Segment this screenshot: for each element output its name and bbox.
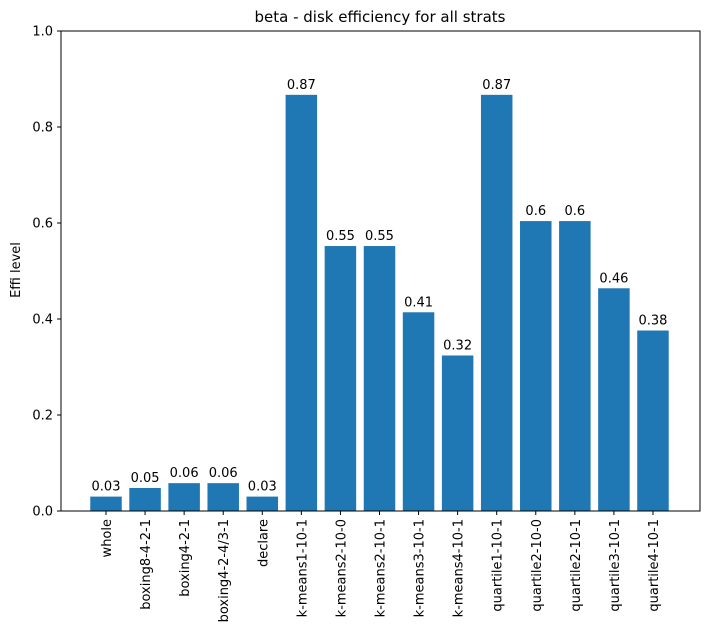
bar	[363, 246, 396, 512]
x-tick-label: quartile2-10-1	[569, 519, 584, 612]
x-tick-label: k-means2-10-1	[373, 519, 388, 617]
bars-group	[90, 94, 669, 512]
bar	[168, 483, 200, 511]
bar-value-label: 0.55	[326, 229, 355, 244]
bar-value-label: 0.87	[287, 78, 316, 93]
bar-value-label: 0.06	[209, 466, 238, 481]
bar-value-label: 0.03	[92, 480, 121, 495]
y-axis-ticks: 0.0 0.2 0.4 0.6 0.8 1.0	[32, 25, 61, 520]
bar	[637, 330, 669, 511]
bar	[207, 483, 239, 511]
y-tick-label: 0.4	[32, 313, 53, 328]
bar-value-label: 0.32	[443, 338, 472, 353]
bar	[520, 221, 552, 511]
x-tick-label: boxing8-4-2-1	[139, 519, 154, 610]
bar-value-label: 0.06	[170, 466, 199, 481]
chart-title: beta - disk efficiency for all strats	[255, 8, 506, 26]
y-tick-label: 0.6	[32, 217, 53, 232]
bar	[598, 288, 630, 511]
bar-value-label: 0.46	[599, 271, 628, 286]
bar	[285, 94, 318, 511]
x-tick-label: quartile3-10-1	[608, 519, 623, 612]
x-tick-label: k-means2-10-0	[334, 519, 349, 617]
bar	[441, 355, 474, 511]
bar	[129, 487, 161, 511]
bar-value-label: 0.38	[639, 314, 668, 329]
bar	[324, 246, 357, 512]
bar	[559, 221, 591, 511]
y-tick-label: 0.8	[32, 121, 53, 136]
x-tick-label: boxing4-2-1	[178, 519, 193, 597]
x-tick-label: declare	[256, 519, 271, 567]
x-tick-label: whole	[100, 519, 115, 557]
x-tick-label: quartile1-10-1	[491, 519, 506, 612]
bar	[480, 94, 513, 511]
bar-value-label: 0.05	[131, 471, 160, 486]
y-tick-label: 0.0	[32, 505, 53, 520]
bar-value-label: 0.6	[564, 204, 585, 219]
plot-frame	[60, 30, 701, 512]
x-tick-label: k-means4-10-1	[452, 519, 467, 617]
x-tick-label: k-means1-10-1	[295, 519, 310, 617]
y-tick-label: 0.2	[32, 409, 53, 424]
bar	[246, 496, 279, 511]
bar-value-label: 0.6	[525, 204, 546, 219]
x-tick-label: quartile4-10-1	[647, 519, 662, 612]
y-tick-label: 1.0	[32, 25, 53, 40]
x-axis-ticks: whole boxing8-4-2-1 boxing4-2-1 boxing4-2-4…	[100, 511, 662, 622]
bar	[402, 312, 435, 511]
bar-value-label: 0.03	[248, 480, 277, 495]
bar-value-labels: 0.03 0.05 0.06 0.06 0.03 0.87 0.55 0.55 0.41 0.32…	[92, 78, 668, 495]
x-tick-label: quartile2-10-0	[530, 519, 545, 612]
y-axis-label: Effi level	[9, 242, 24, 298]
bar-value-label: 0.55	[365, 229, 394, 244]
bar-value-label: 0.41	[404, 295, 433, 310]
bar	[90, 496, 122, 511]
bar-value-label: 0.87	[482, 78, 511, 93]
x-tick-label: k-means3-10-1	[413, 519, 428, 617]
x-tick-label: boxing4-2-4/3-1	[217, 519, 232, 622]
